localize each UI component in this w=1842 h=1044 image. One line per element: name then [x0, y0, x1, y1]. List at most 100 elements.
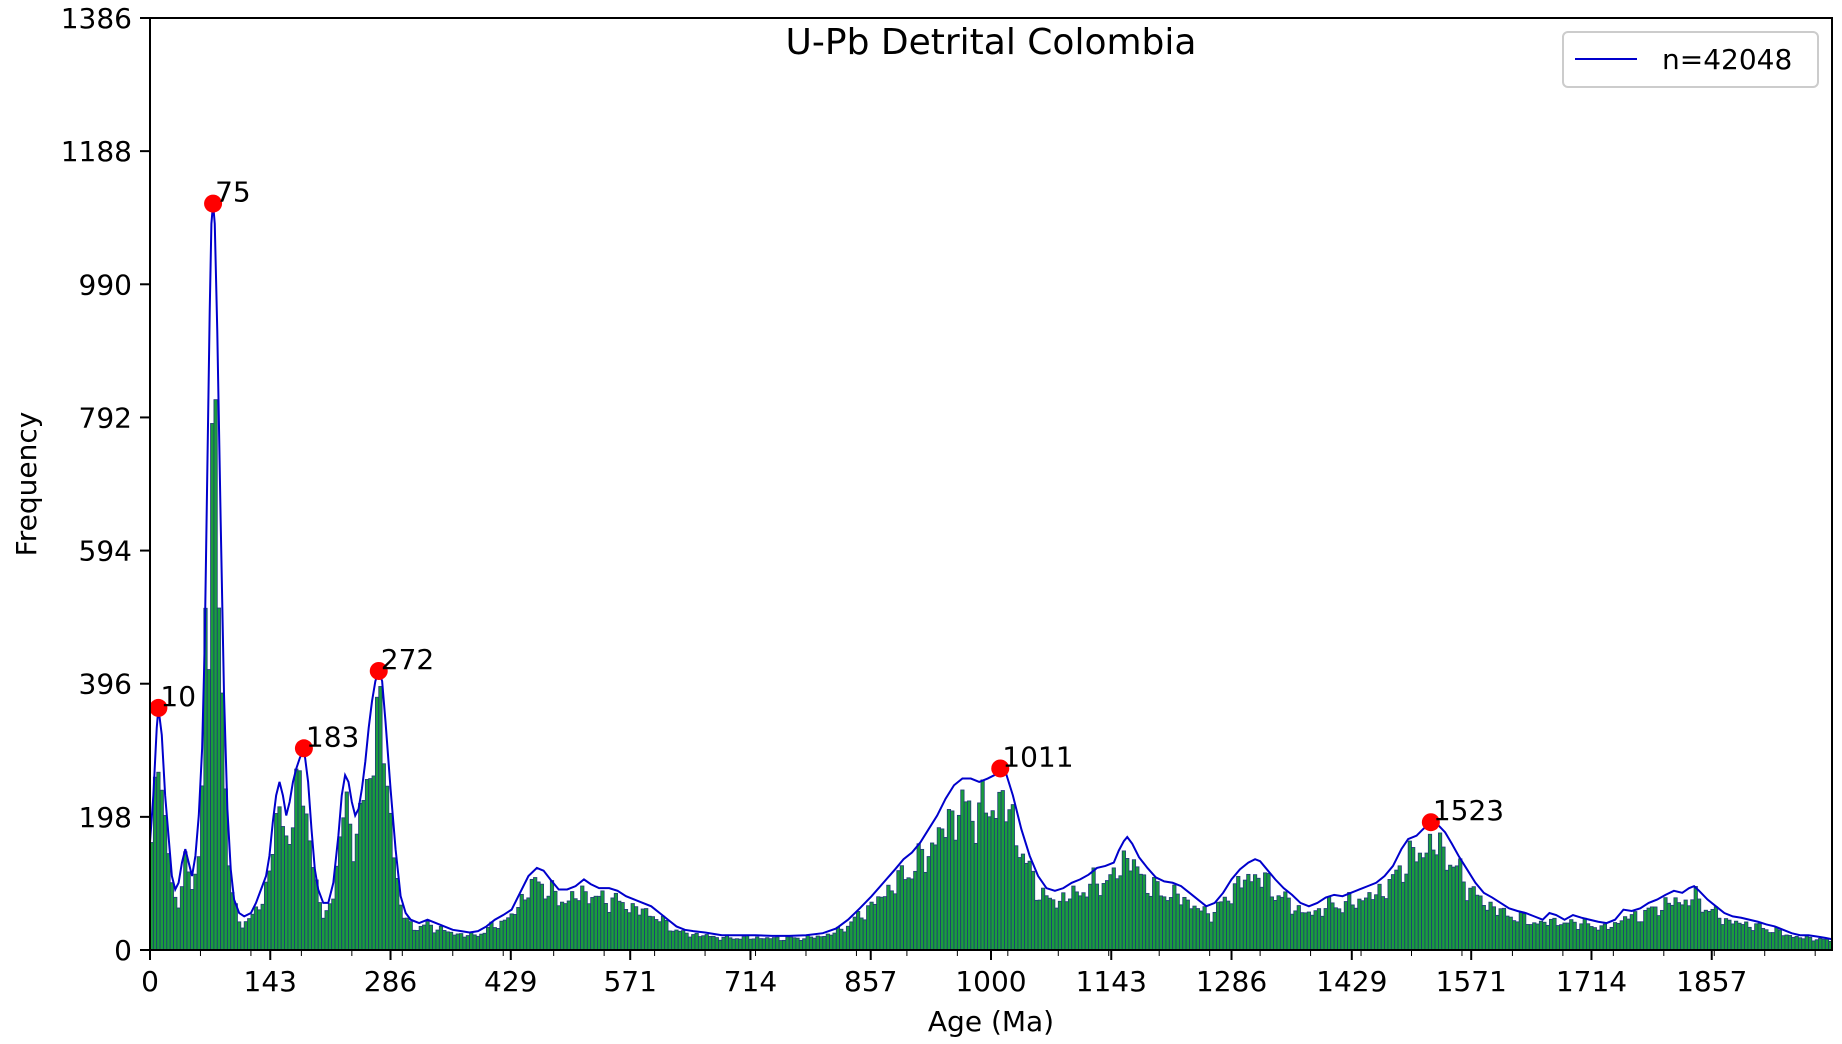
x-tick-label: 571 [603, 965, 656, 998]
histogram-bar [647, 915, 652, 951]
histogram-bar [1172, 884, 1177, 951]
histogram-bar [1703, 909, 1708, 951]
histogram-bar [1192, 905, 1197, 951]
histogram-bar [492, 927, 497, 951]
histogram-bar [613, 892, 618, 951]
histogram-bar [533, 877, 538, 951]
legend: n=42048 [1562, 31, 1819, 88]
histogram-bar [1670, 904, 1675, 951]
histogram-bar [1505, 915, 1510, 951]
histogram-bar [1360, 900, 1365, 951]
histogram-bar [1333, 907, 1338, 951]
histogram-bar [734, 938, 740, 951]
histogram-bar [529, 878, 534, 951]
histogram-bar [711, 935, 716, 951]
histogram-bar [176, 907, 181, 951]
histogram-bar [368, 778, 373, 951]
histogram-bar [1572, 921, 1577, 951]
histogram-bar [940, 828, 945, 951]
histogram-bar [459, 933, 464, 951]
histogram-bar [1427, 833, 1433, 951]
histogram-bar [1350, 904, 1355, 951]
histogram-bar [1279, 896, 1285, 951]
histogram-bar [671, 930, 676, 951]
histogram-bar [1263, 872, 1268, 951]
histogram-bar [1777, 929, 1782, 951]
peak-marker [294, 739, 313, 758]
histogram-bar [741, 936, 746, 951]
histogram-bar [1444, 869, 1449, 951]
histogram-bar [835, 926, 841, 951]
histogram-bar [876, 896, 881, 951]
peak-label: 75 [215, 176, 251, 209]
histogram-bar [623, 909, 629, 951]
histogram-bar [775, 936, 780, 951]
histogram-bar [1283, 891, 1288, 951]
histogram-bar [1276, 895, 1281, 951]
histogram-bar [1498, 908, 1503, 951]
histogram-bar [677, 930, 682, 951]
histogram-bar [472, 934, 477, 951]
histogram-bar [1411, 847, 1416, 951]
histogram-bar [761, 938, 767, 951]
histogram-bar [1609, 926, 1614, 951]
histogram-bar [267, 870, 272, 951]
histogram-bar [536, 881, 541, 951]
histogram-bar [1697, 898, 1702, 951]
histogram-bar [738, 938, 743, 951]
histogram-bar [1454, 865, 1459, 951]
histogram-bar [1538, 920, 1544, 951]
histogram-bar [684, 932, 689, 951]
histogram-bar [1047, 897, 1052, 951]
histogram-bar [1421, 857, 1426, 951]
histogram-bar [1468, 887, 1473, 951]
histogram-bar [1041, 887, 1046, 951]
histogram-bar [1088, 883, 1093, 951]
histogram-bar [1616, 922, 1621, 951]
histogram-bar [1212, 911, 1217, 951]
histogram-bar [1310, 914, 1315, 951]
histogram-bar [1646, 907, 1651, 951]
histogram-bar [694, 932, 699, 951]
histogram-bar [1347, 892, 1352, 951]
histogram-bar [607, 911, 612, 951]
histogram-bar [1269, 896, 1274, 951]
histogram-bar [166, 853, 171, 951]
histogram-bar [933, 844, 938, 951]
histogram-bar [1713, 906, 1719, 951]
histogram-bar [788, 936, 793, 951]
histogram-bar [1205, 913, 1211, 951]
histogram-bar [1794, 936, 1799, 951]
histogram-bar [839, 928, 844, 951]
histogram-bar [1764, 929, 1769, 951]
histogram-bar [1475, 894, 1480, 951]
histogram-bar [260, 903, 265, 951]
histogram-bar [1700, 911, 1705, 951]
histogram-bar [1448, 864, 1453, 951]
histogram-bar [869, 901, 874, 951]
histogram-bar [1189, 908, 1194, 951]
histogram-bar [586, 903, 592, 951]
histogram-bar [580, 885, 585, 951]
histogram-bar [270, 854, 275, 951]
histogram-bar [805, 934, 810, 951]
histogram-bar [1185, 899, 1190, 951]
x-tick-label: 714 [724, 965, 777, 998]
histogram-bar [1690, 899, 1695, 951]
histogram-bar [566, 900, 571, 951]
histogram-bar [344, 791, 349, 951]
histogram-bar [1676, 902, 1682, 951]
histogram-bar [1723, 918, 1729, 951]
histogram-bar [1098, 895, 1103, 951]
histogram-bar [667, 930, 672, 951]
histogram-bar [745, 935, 750, 951]
histogram-bar [782, 939, 787, 951]
histogram-bar [681, 930, 686, 951]
histogram-bar [1586, 923, 1591, 951]
histogram-bar [189, 889, 195, 951]
histogram-bar [825, 933, 830, 951]
histogram-bar [993, 817, 999, 951]
histogram-bar [768, 938, 773, 951]
histogram-bar [1141, 874, 1147, 951]
